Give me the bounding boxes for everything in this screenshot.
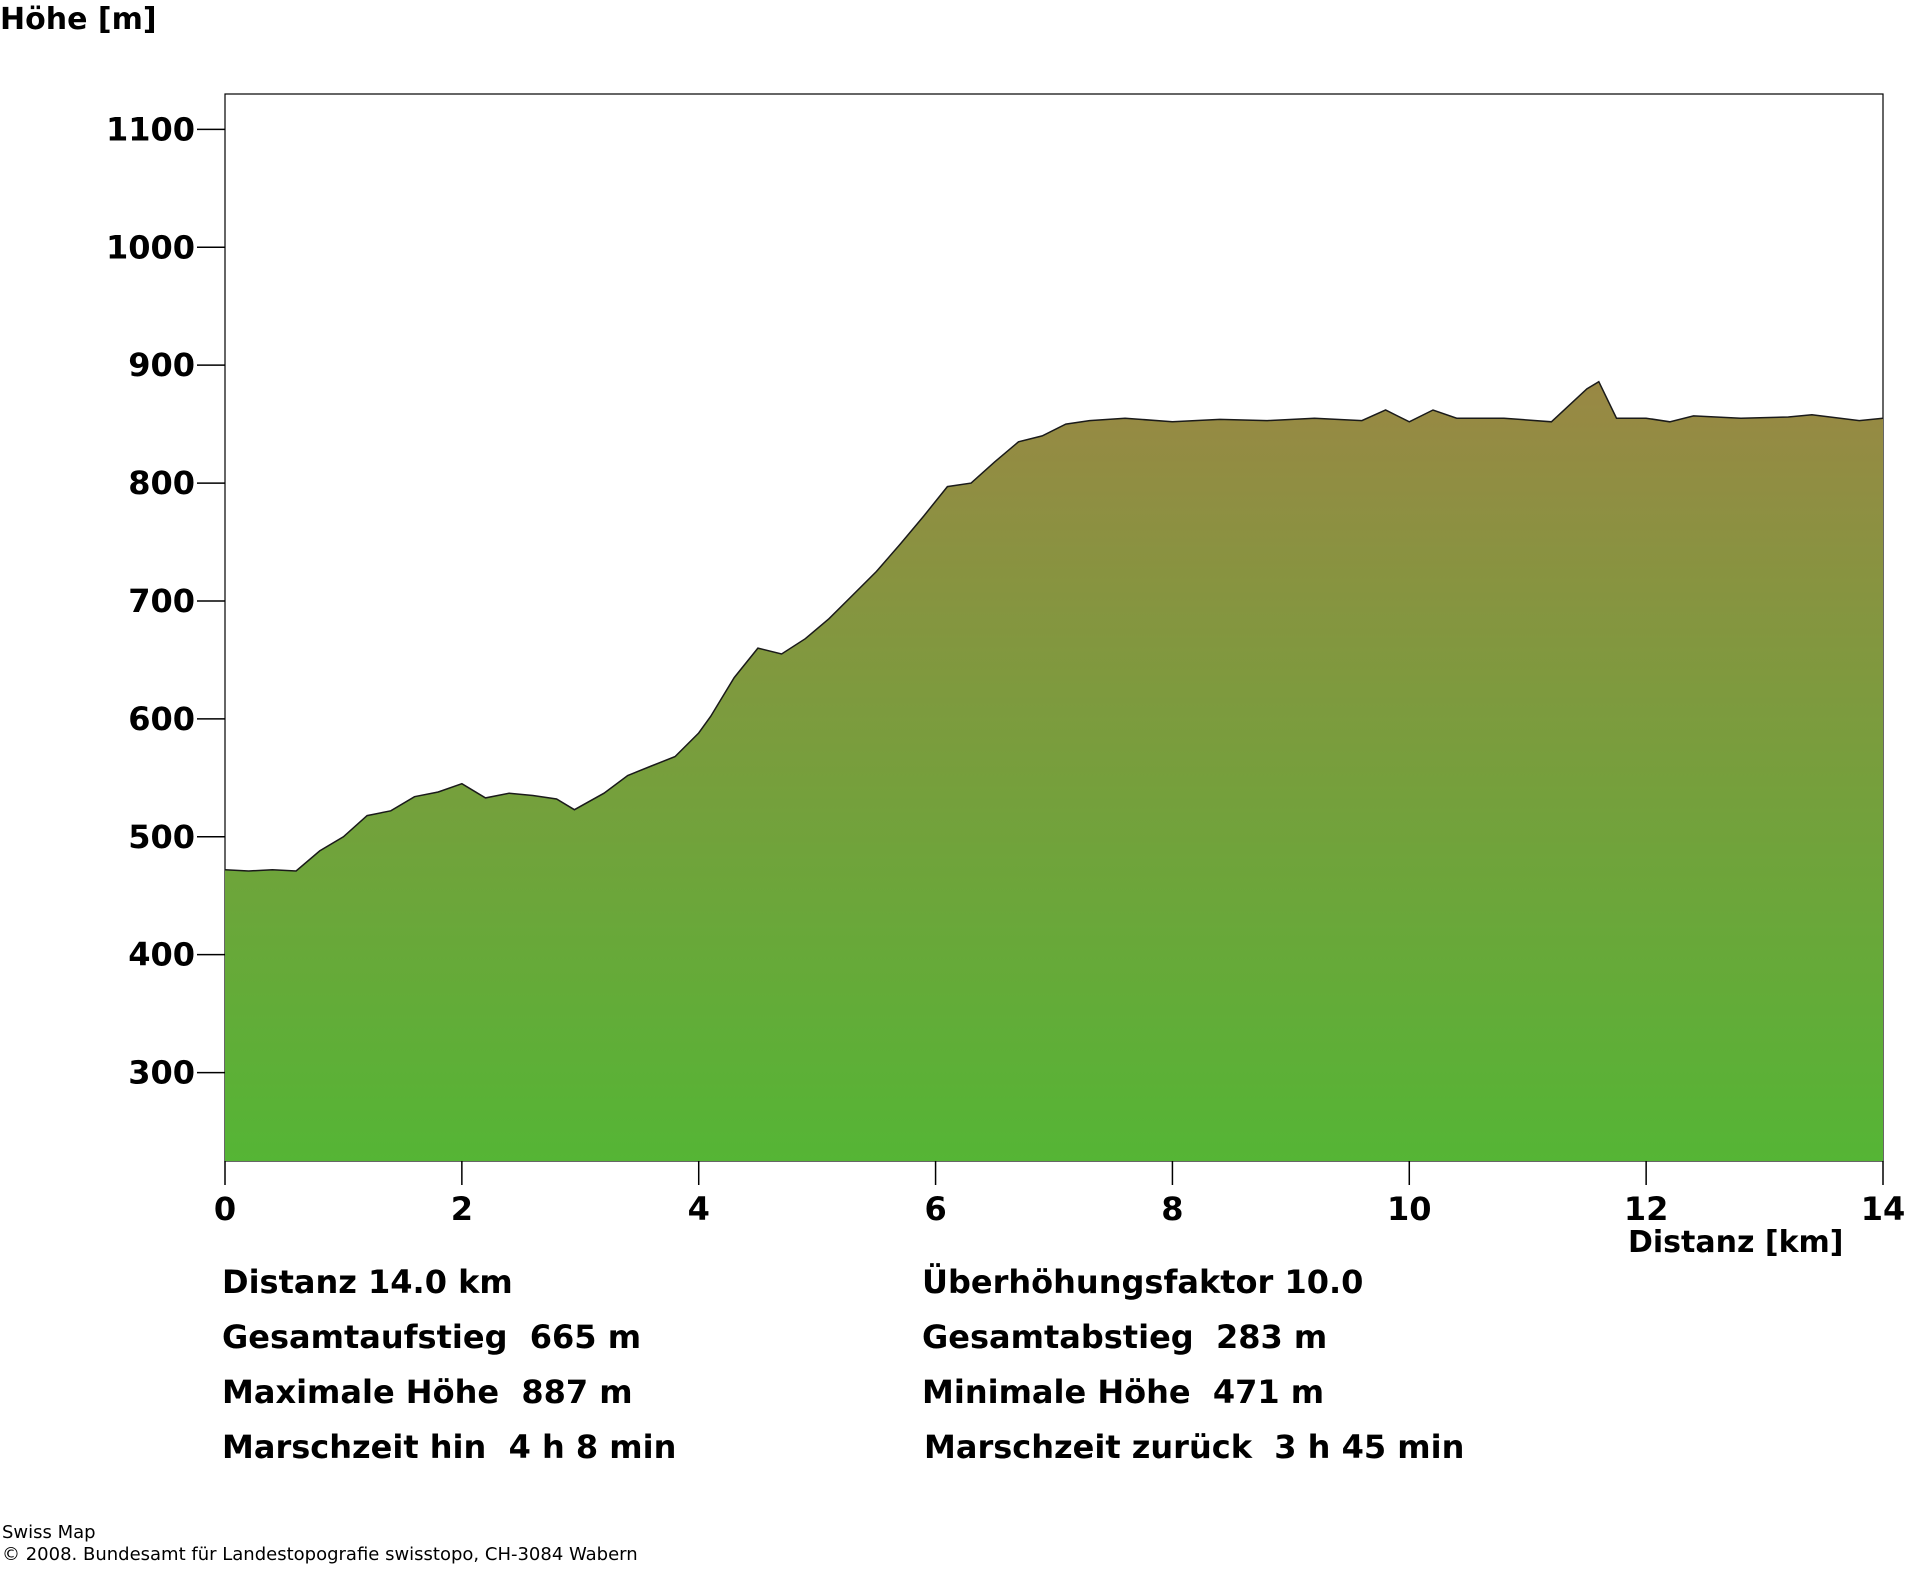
stat-ueberhoehungsfaktor: Überhöhungsfaktor 10.0 — [922, 1263, 1364, 1301]
x-tick-label: 6 — [924, 1190, 946, 1228]
elevation-chart: 300 400 500 600 700 800 900 1000 1100 0 2 4 6 8 10 12 14 — [106, 93, 1906, 1228]
x-tick-label: 12 — [1624, 1190, 1669, 1228]
y-tick-label: 300 — [128, 1054, 195, 1092]
y-tick-label: 400 — [128, 936, 195, 974]
x-tick-label: 2 — [451, 1190, 473, 1228]
stat-marschzeit-hin: Marschzeit hin 4 h 8 min — [222, 1428, 677, 1466]
y-tick-label: 1100 — [106, 110, 195, 148]
x-axis-title: Distanz [km] — [1628, 1225, 1844, 1260]
y-tick-label: 500 — [128, 818, 195, 856]
y-tick-label: 600 — [128, 700, 195, 738]
y-tick-label: 800 — [128, 464, 195, 502]
stat-distanz: Distanz 14.0 km — [222, 1263, 513, 1301]
x-tick-label: 0 — [214, 1190, 236, 1228]
y-tick-label: 700 — [128, 582, 195, 620]
stat-maximale-hoehe: Maximale Höhe 887 m — [222, 1373, 633, 1411]
stat-gesamtaufstieg: Gesamtaufstieg 665 m — [222, 1318, 642, 1356]
y-tick-label: 1000 — [106, 228, 195, 266]
stat-marschzeit-zurueck: Marschzeit zurück 3 h 45 min — [924, 1428, 1465, 1466]
x-tick-label: 4 — [688, 1190, 710, 1228]
x-tick-label: 8 — [1161, 1190, 1183, 1228]
stat-gesamtabstieg: Gesamtabstieg 283 m — [922, 1318, 1328, 1356]
stat-minimale-hoehe: Minimale Höhe 471 m — [922, 1373, 1325, 1411]
y-tick-label: 900 — [128, 346, 195, 384]
y-axis-title: Höhe [m] — [0, 2, 157, 37]
credit-copyright: © 2008. Bundesamt für Landestopografie s… — [2, 1544, 638, 1565]
elevation-line — [224, 380, 1884, 872]
x-tick-label: 10 — [1387, 1190, 1432, 1228]
elevation-area — [225, 381, 1883, 1161]
x-tick-label: 14 — [1861, 1190, 1906, 1228]
credit-title: Swiss Map — [2, 1522, 96, 1543]
